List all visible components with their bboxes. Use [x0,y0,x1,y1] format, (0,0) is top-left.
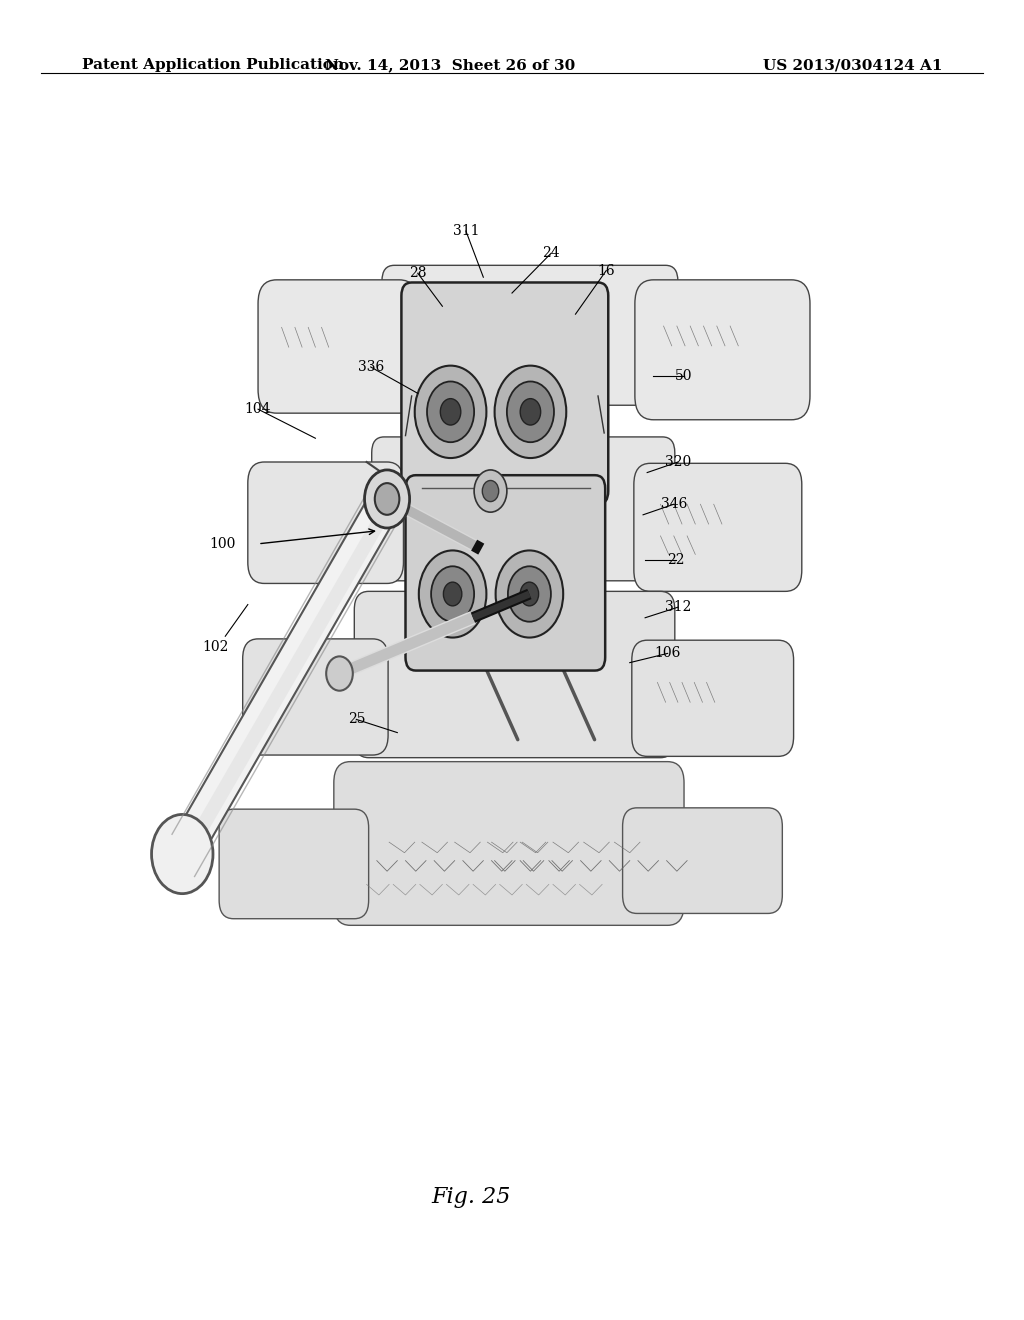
Circle shape [495,366,566,458]
Text: 100: 100 [209,537,236,550]
Text: 320: 320 [665,455,691,469]
FancyBboxPatch shape [258,280,418,413]
FancyBboxPatch shape [623,808,782,913]
Circle shape [482,480,499,502]
FancyBboxPatch shape [406,475,605,671]
Circle shape [507,381,554,442]
Circle shape [474,470,507,512]
Circle shape [520,399,541,425]
Circle shape [508,566,551,622]
Text: 336: 336 [357,360,384,374]
Text: 28: 28 [409,267,427,280]
Text: 104: 104 [245,403,271,416]
Circle shape [375,483,399,515]
Circle shape [415,366,486,458]
Text: US 2013/0304124 A1: US 2013/0304124 A1 [763,58,942,73]
Text: 16: 16 [597,264,615,277]
FancyBboxPatch shape [372,437,675,581]
Text: Nov. 14, 2013  Sheet 26 of 30: Nov. 14, 2013 Sheet 26 of 30 [326,58,575,73]
FancyBboxPatch shape [354,591,675,758]
Circle shape [431,566,474,622]
FancyBboxPatch shape [382,265,678,405]
FancyBboxPatch shape [243,639,388,755]
Text: 22: 22 [667,553,685,566]
Text: 102: 102 [202,640,228,653]
Circle shape [365,470,410,528]
Text: 24: 24 [542,247,560,260]
Circle shape [152,814,213,894]
FancyBboxPatch shape [632,640,794,756]
FancyBboxPatch shape [334,762,684,925]
Text: 311: 311 [453,224,479,238]
FancyBboxPatch shape [248,462,403,583]
Circle shape [520,582,539,606]
Circle shape [443,582,462,606]
Circle shape [496,550,563,638]
Text: 346: 346 [660,498,687,511]
Text: 25: 25 [347,713,366,726]
Text: 312: 312 [665,601,691,614]
FancyBboxPatch shape [401,282,608,504]
Text: 50: 50 [675,370,693,383]
Text: Patent Application Publication: Patent Application Publication [82,58,344,73]
Circle shape [427,381,474,442]
FancyBboxPatch shape [219,809,369,919]
Text: Fig. 25: Fig. 25 [431,1185,511,1208]
FancyBboxPatch shape [634,463,802,591]
Circle shape [327,656,353,690]
FancyBboxPatch shape [635,280,810,420]
Circle shape [440,399,461,425]
Text: 106: 106 [654,647,681,660]
Circle shape [419,550,486,638]
